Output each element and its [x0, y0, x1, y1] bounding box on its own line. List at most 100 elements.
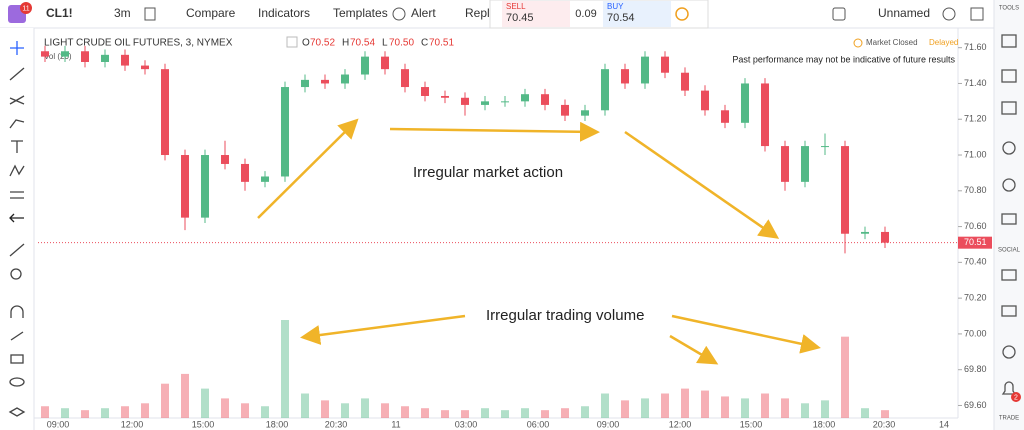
watchlist-icon[interactable]	[1001, 34, 1017, 48]
candle-body	[141, 65, 149, 70]
calendar-icon[interactable]	[1001, 69, 1017, 83]
candle-body	[381, 56, 389, 70]
candle-body	[421, 87, 429, 96]
y-tick-label: 70.00	[964, 328, 987, 338]
candle-body	[741, 83, 749, 123]
volume-bar	[321, 400, 329, 418]
alert-icon[interactable]	[392, 7, 406, 21]
badge	[20, 2, 32, 14]
volume-bar	[141, 403, 149, 418]
arrow	[389, 121, 600, 142]
x-tick-label: 09:00	[597, 419, 620, 429]
status-icon	[853, 38, 863, 48]
volume-bar	[41, 406, 49, 418]
delayed-status: Delayed	[929, 38, 958, 47]
candle-body	[301, 79, 309, 88]
candle-body	[401, 69, 409, 88]
volume-bar	[441, 410, 449, 418]
volume-bar	[81, 410, 89, 418]
candle-body	[281, 87, 289, 177]
candle-body	[881, 231, 889, 243]
pattern-tool[interactable]	[9, 164, 25, 177]
zoom-tool[interactable]	[10, 268, 22, 280]
back-tool[interactable]	[9, 213, 24, 223]
indicators-button[interactable]: Indicators	[258, 6, 310, 20]
buy-button[interactable]	[603, 1, 671, 27]
volume-bar	[721, 396, 729, 418]
candle-body	[641, 56, 649, 84]
volume-bar	[461, 410, 469, 418]
y-tick-label: 70.20	[964, 293, 987, 303]
ruler-tool[interactable]	[9, 243, 25, 257]
layers-tool[interactable]	[8, 407, 26, 417]
volume-bar	[561, 408, 569, 418]
fullscreen-icon[interactable]	[832, 7, 846, 21]
candle-body	[861, 231, 869, 234]
info-icon[interactable]	[675, 7, 689, 21]
templates-button[interactable]: Templates	[333, 6, 388, 20]
legend-h-label: H	[342, 38, 349, 49]
chart-type-icon[interactable]	[144, 7, 156, 21]
visibility-tool[interactable]	[9, 377, 25, 387]
trendline-tool[interactable]	[9, 67, 25, 81]
alert-button[interactable]: Alert	[411, 6, 436, 20]
data-icon[interactable]	[1002, 178, 1016, 192]
volume-bar	[761, 393, 769, 418]
volume-bar	[301, 393, 309, 418]
candle-body	[601, 69, 609, 111]
volume-bar	[261, 406, 269, 418]
y-tick-label: 70.80	[964, 185, 987, 195]
left-toolbar	[0, 28, 34, 430]
brush-tool[interactable]	[9, 119, 25, 129]
notification-badge-text: 2	[1014, 394, 1018, 401]
news-icon[interactable]	[1001, 101, 1017, 115]
candle-body	[661, 56, 669, 73]
candle-body	[201, 155, 209, 218]
candle-body	[181, 155, 189, 218]
volume-bar	[521, 408, 529, 418]
y-tick-label: 69.60	[964, 400, 987, 410]
chat-icon[interactable]	[1001, 269, 1017, 281]
lock-tool[interactable]	[10, 354, 24, 364]
magnet-tool[interactable]	[10, 305, 24, 318]
notifications-icon[interactable]	[1001, 381, 1017, 395]
volume-bar	[701, 390, 709, 418]
prediction-tool[interactable]	[10, 191, 24, 199]
candle-body	[581, 110, 589, 116]
volume-bar	[341, 403, 349, 418]
x-tick-label: 09:00	[47, 419, 70, 429]
settings-icon[interactable]	[942, 7, 956, 21]
sell-button[interactable]	[502, 1, 570, 27]
volume-bar	[681, 388, 689, 418]
text-tool[interactable]	[11, 140, 23, 153]
layout-name[interactable]: Unnamed	[878, 6, 930, 20]
compare-button[interactable]: Compare	[186, 6, 236, 20]
sell-label: SELL	[506, 2, 526, 11]
streams-icon[interactable]	[1002, 345, 1016, 359]
y-tick-label: 71.20	[964, 114, 987, 124]
tools-label: TOOLS	[999, 6, 1019, 12]
y-tick-label: 71.40	[964, 78, 987, 88]
candle-body	[241, 163, 249, 182]
ideas-icon[interactable]	[1001, 305, 1017, 317]
volume-bar	[421, 408, 429, 418]
maximize-icon[interactable]	[970, 7, 984, 21]
fib-tool[interactable]	[9, 95, 25, 105]
interval[interactable]: 3m	[114, 6, 131, 20]
x-tick-label: 11	[391, 419, 400, 429]
alerts-icon[interactable]	[1002, 141, 1016, 155]
last-price-tag	[958, 236, 992, 249]
legend-toggle[interactable]	[286, 36, 298, 48]
crosshair-tool[interactable]	[10, 41, 24, 55]
sell-price: 70.45	[506, 12, 534, 24]
x-tick-label: 03:00	[455, 419, 478, 429]
candle-body	[361, 56, 369, 75]
lock-draw-tool[interactable]	[10, 331, 24, 341]
social-label: SOCIAL	[998, 248, 1021, 254]
candle-body	[701, 90, 709, 111]
replay-button[interactable]: Repla	[465, 6, 497, 20]
volume-bar	[161, 383, 169, 418]
hotlist-icon[interactable]	[1001, 213, 1017, 225]
symbol[interactable]: CL1!	[46, 6, 73, 20]
